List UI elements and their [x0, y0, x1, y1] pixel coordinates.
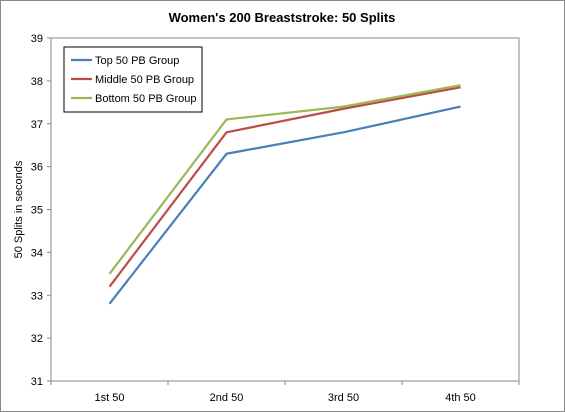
- y-tick-label: 34: [31, 247, 43, 259]
- y-tick-label: 32: [31, 333, 43, 345]
- series-line: [108, 86, 461, 288]
- y-axis-label: 50 Splits in seconds: [13, 160, 25, 258]
- series-line: [108, 84, 461, 275]
- y-tick-label: 37: [31, 119, 43, 131]
- y-tick-label: 38: [31, 76, 43, 88]
- x-tick-label: 3rd 50: [328, 392, 359, 404]
- legend-label: Top 50 PB Group: [95, 55, 179, 67]
- y-tick-label: 35: [31, 205, 43, 217]
- y-tick-label: 33: [31, 290, 43, 302]
- y-tick-label: 36: [31, 162, 43, 174]
- legend: Top 50 PB Group Middle 50 PB Group Bottom …: [63, 46, 203, 113]
- y-axis: 31 32 33 34 35 36 37 38 39: [31, 33, 51, 388]
- y-tick-label: 31: [31, 376, 43, 388]
- y-tick-label: 39: [31, 33, 43, 45]
- legend-label: Middle 50 PB Group: [95, 74, 194, 86]
- x-tick-label: 2nd 50: [210, 392, 244, 404]
- x-tick-label: 1st 50: [95, 392, 125, 404]
- series-line: [108, 105, 461, 305]
- x-tick-label: 4th 50: [445, 392, 476, 404]
- series-lines: [108, 84, 461, 305]
- chart-title: Women's 200 Breaststroke: 50 Splits: [169, 10, 396, 25]
- legend-label: Bottom 50 PB Group: [95, 93, 197, 105]
- x-axis: 1st 50 2nd 50 3rd 50 4th 50: [50, 381, 520, 404]
